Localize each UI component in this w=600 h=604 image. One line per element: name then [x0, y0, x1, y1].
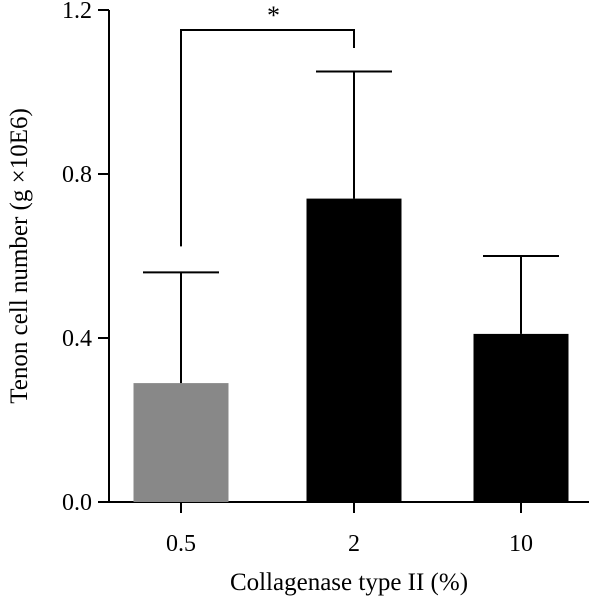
y-axis: 0.0 0.4 0.8 1.2 [62, 0, 110, 516]
bars [133, 198, 569, 502]
y-tick-label: 1.2 [62, 0, 92, 24]
y-ticks: 0.0 0.4 0.8 1.2 [62, 0, 109, 516]
y-tick-label: 0.0 [62, 490, 92, 516]
significance-brackets: * [180, 1, 355, 247]
x-tick-label: 10 [509, 531, 533, 557]
error-bars [143, 70, 559, 384]
bar-2 [306, 198, 402, 502]
x-ticks: 0.5 2 10 [166, 502, 533, 557]
x-axis-title: Collagenase type II (%) [230, 569, 468, 596]
significance-bracket [180, 29, 355, 247]
y-tick-label: 0.4 [62, 326, 92, 352]
x-axis: 0.5 2 10 [108, 501, 589, 557]
bar-0.5 [133, 383, 229, 502]
y-tick-label: 0.8 [62, 162, 92, 188]
significance-label: * [267, 1, 280, 30]
y-axis-title: Tenon cell number (g ×10E6) [6, 108, 33, 404]
x-tick-label: 0.5 [166, 531, 196, 557]
x-tick-label: 2 [348, 531, 360, 557]
bar-10 [473, 333, 569, 502]
